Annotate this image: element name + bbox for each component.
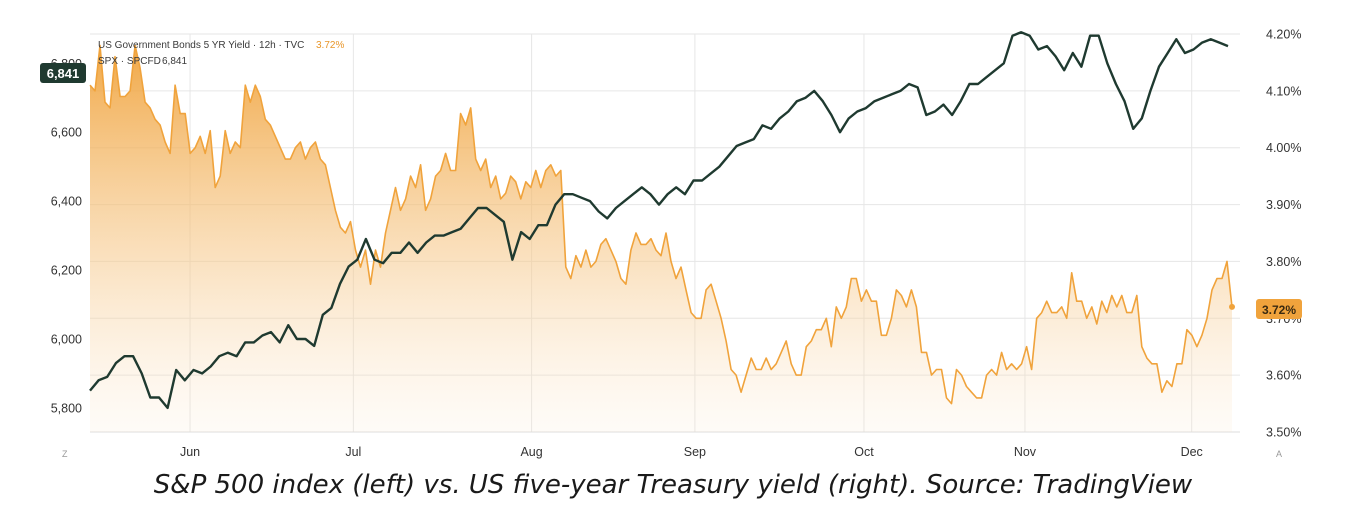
yield-line [89,44,1233,405]
spx-price-badge-label: 6,841 [47,66,80,81]
x-axis-tick: Aug [520,445,542,459]
legend-yield-value: 3.72% [316,40,344,51]
x-axis-tick: Oct [854,445,874,459]
yield-value-badge [1256,299,1302,319]
yield-value-badge-label: 3.72% [1262,303,1296,317]
spx-line [89,31,1229,410]
right-axis-tick: 3.90% [1266,198,1301,212]
right-axis-tick: 4.20% [1266,28,1301,42]
yield-last-point [1229,303,1235,310]
x-axis-tick: Sep [684,445,706,459]
figure-caption: S&P 500 index (left) vs. US five-year Tr… [153,470,1193,500]
right-axis-tick: 3.50% [1266,426,1301,440]
corner-label-right: A [1276,449,1282,459]
legend-yield-name: US Government Bonds 5 YR Yield · 12h · T… [98,40,304,51]
spx-price-badge [40,63,86,83]
x-axis-tick: Jun [180,445,200,459]
legend-spx-name: SPX · SPCFD [98,56,161,67]
left-axis-tick: 6,200 [51,264,82,278]
right-axis-tick: 4.10% [1266,84,1301,98]
right-axis-tick: 3.80% [1266,255,1301,269]
x-axis-tick: Dec [1181,445,1203,459]
badge-layer: 6,841 3.72% [40,63,1302,319]
series-layer [89,31,1235,433]
legend-spx-value: 6,841 [162,56,187,67]
corner-label-left: Z [62,449,68,459]
legend: US Government Bonds 5 YR Yield · 12h · T… [98,40,344,67]
left-axis-tick: 6,000 [51,332,82,346]
right-axis-tick: 4.00% [1266,141,1301,155]
right-axis-tick: 3.60% [1266,369,1301,383]
yield-area [90,45,1232,433]
x-axis-tick: Nov [1014,445,1037,459]
left-axis-tick: 6,400 [51,195,82,209]
left-axis-tick: 6,600 [51,126,82,140]
x-axis-tick: Jul [345,445,361,459]
left-axis-tick: 5,800 [51,401,82,415]
